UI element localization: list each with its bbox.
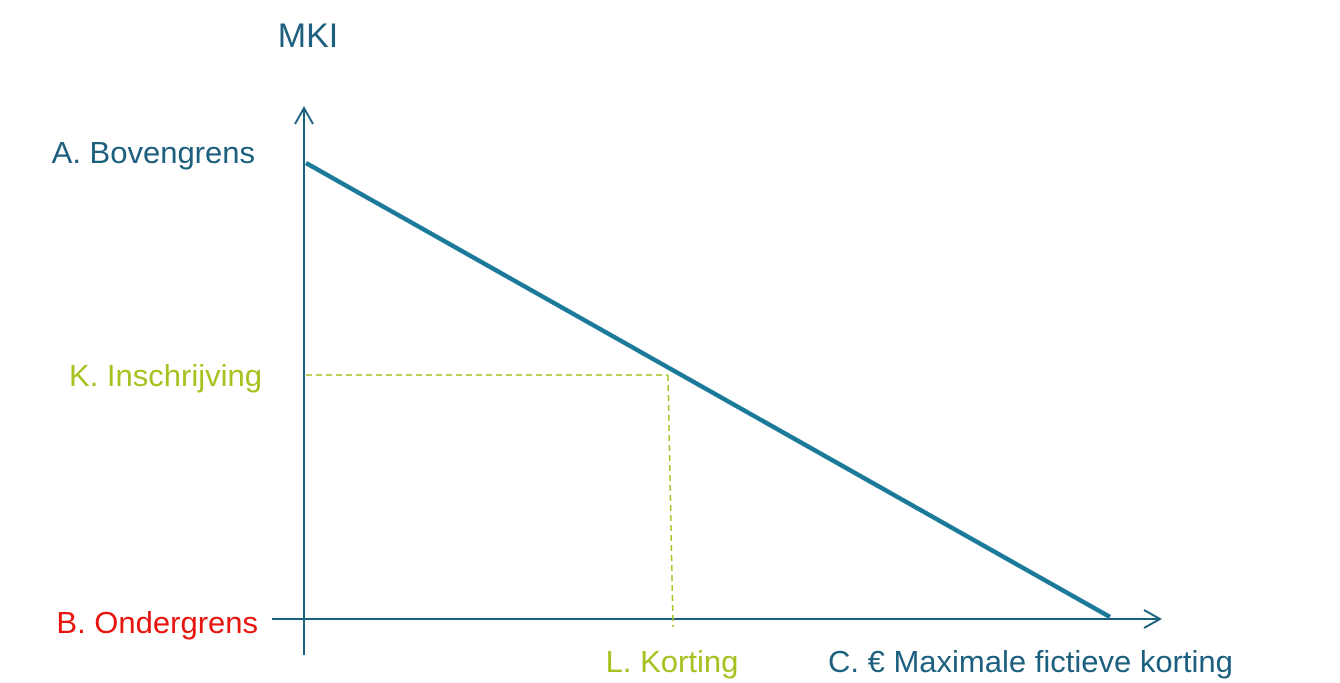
guide-vertical — [667, 374, 674, 628]
label-middle: K. Inschrijving — [69, 358, 262, 393]
y-axis-arrow — [294, 105, 314, 125]
discount-line — [304, 161, 1112, 619]
title: MKI — [278, 17, 338, 55]
label-max: C. € Maximale fictieve korting — [828, 644, 1233, 679]
label-korting: L. Korting — [606, 644, 739, 679]
label-bottom: B. Ondergrens — [56, 605, 258, 640]
x-axis-arrow — [1143, 609, 1163, 629]
label-top: A. Bovengrens — [52, 135, 255, 170]
